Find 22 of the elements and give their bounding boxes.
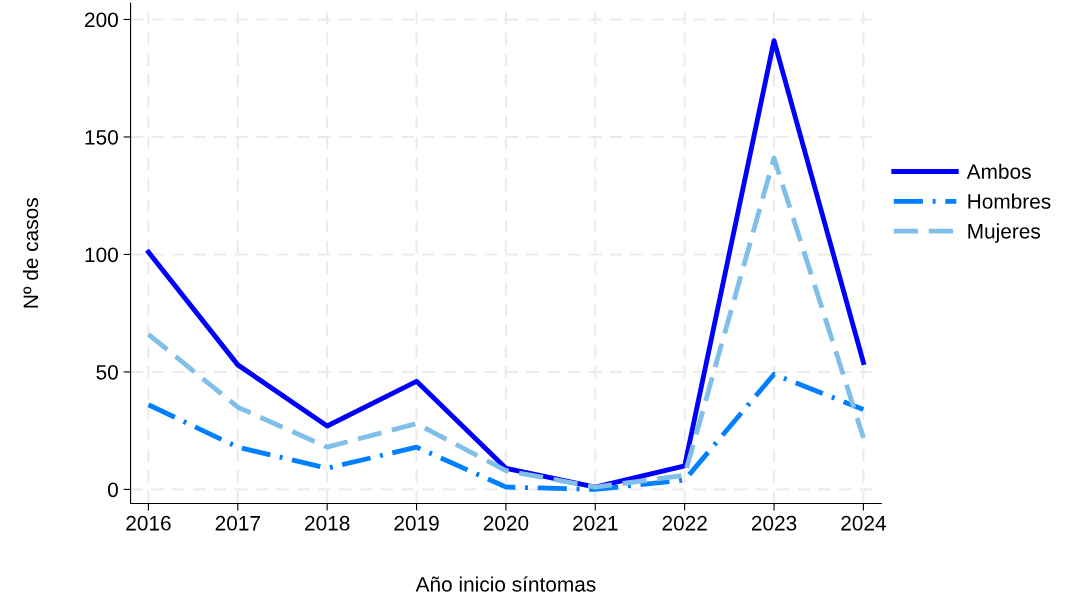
line-series (146, 155, 866, 490)
y-tick-label: 200 (85, 12, 118, 28)
x-tick-label: 2017 (215, 515, 260, 531)
x-tick-label: 2022 (662, 515, 707, 531)
legend-label: Ambos (966, 163, 1031, 179)
legend-label: Mujeres (968, 223, 1041, 243)
line-series (146, 38, 866, 490)
y-tick-label: 50 (96, 364, 118, 380)
x-tick-label: 2024 (841, 515, 886, 531)
y-tick-label: 150 (85, 129, 118, 145)
x-axis-title: Año inicio síntomas (415, 576, 596, 592)
x-tick-label: 2018 (305, 515, 350, 531)
y-tick-label: 100 (85, 247, 118, 263)
x-tick-label: 2021 (573, 515, 618, 531)
x-tick-label: 2019 (394, 515, 439, 531)
y-axis-title: Nº de casos (22, 198, 39, 308)
line-series (146, 371, 866, 492)
legend-label: Hombres (968, 193, 1051, 209)
x-tick-label: 2016 (126, 515, 171, 531)
x-tick-label: 2023 (751, 515, 797, 531)
y-tick-label: 0 (107, 482, 118, 498)
x-tick-label: 2020 (483, 515, 529, 531)
